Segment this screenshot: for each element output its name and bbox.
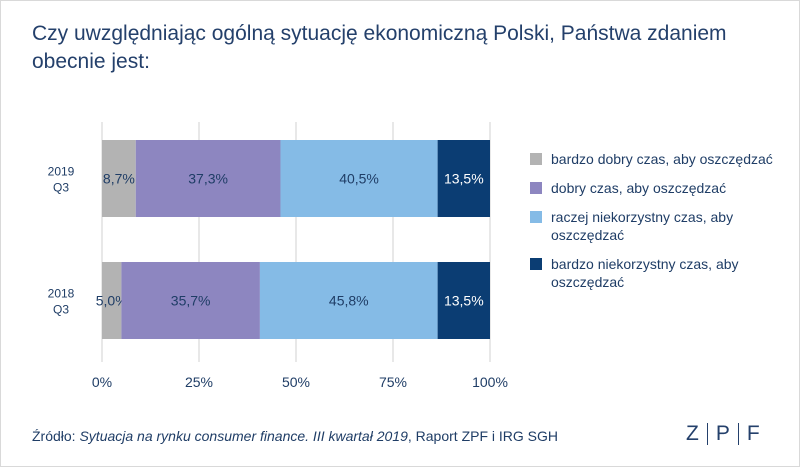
source-title: Sytuacja na rynku consumer finance. III … <box>79 428 408 444</box>
logo-letter-z: Z <box>686 422 699 445</box>
x-tick-label: 100% <box>472 374 508 390</box>
bar-segment <box>135 140 281 217</box>
source-prefix: Źródło: <box>32 428 80 444</box>
data-label: 8,7% <box>103 171 135 187</box>
data-label: 5,0% <box>96 293 128 309</box>
legend-label: dobry czas, aby oszczędzać <box>551 180 727 196</box>
legend-label: raczej niekorzystny czas, aby oszczędzać <box>551 209 734 243</box>
data-label: 13,5% <box>444 293 484 309</box>
bar-segment <box>437 262 490 339</box>
logo-separator <box>737 423 739 445</box>
data-label: 45,8% <box>329 293 369 309</box>
bar-segment <box>259 262 438 339</box>
category-label: 2018 <box>48 287 75 301</box>
x-tick-label: 50% <box>282 374 310 390</box>
zpf-logo: Z P F <box>686 420 760 448</box>
data-label: 13,5% <box>444 171 484 187</box>
data-label: 35,7% <box>171 293 211 309</box>
bar-segment <box>121 262 260 339</box>
category-label: 2019 <box>48 165 75 179</box>
bar-segment <box>102 140 136 217</box>
legend-swatch <box>530 153 542 165</box>
category-label: Q3 <box>53 303 69 317</box>
chart-title: Czy uwzględniając ogólną sytuację ekonom… <box>32 22 727 73</box>
legend-label: bardzo dobry czas, aby oszczędzać <box>551 151 773 167</box>
logo-separator <box>706 423 708 445</box>
legend-item: bardzo niekorzystny czas, aby oszczędzać <box>530 255 790 291</box>
legend-swatch <box>530 211 542 223</box>
logo-letter-f: F <box>746 422 760 445</box>
x-tick-label: 75% <box>379 374 407 390</box>
bar-segment <box>437 140 490 217</box>
x-tick-label: 25% <box>185 374 213 390</box>
legend-item: raczej niekorzystny czas, aby oszczędzać <box>530 208 790 244</box>
source-suffix: , Raport ZPF i IRG SGH <box>407 428 559 444</box>
bar-segment <box>280 140 438 217</box>
legend-label: bardzo niekorzystny czas, aby oszczędzać <box>551 256 739 290</box>
legend-swatch <box>530 182 542 194</box>
data-label: 37,3% <box>188 171 228 187</box>
x-tick-label: 0% <box>92 374 112 390</box>
legend-swatch <box>530 258 542 270</box>
logo-letter-p: P <box>715 422 730 445</box>
legend-item: dobry czas, aby oszczędzać <box>530 179 790 197</box>
data-label: 40,5% <box>339 171 379 187</box>
category-label: Q3 <box>53 181 69 195</box>
bar-segment <box>102 262 122 339</box>
chart-legend: bardzo dobry czas, aby oszczędzać dobry c… <box>530 150 790 302</box>
source-note: Źródło: Sytuacja na rynku consumer finan… <box>32 428 558 444</box>
legend-item: bardzo dobry czas, aby oszczędzać <box>530 150 790 168</box>
